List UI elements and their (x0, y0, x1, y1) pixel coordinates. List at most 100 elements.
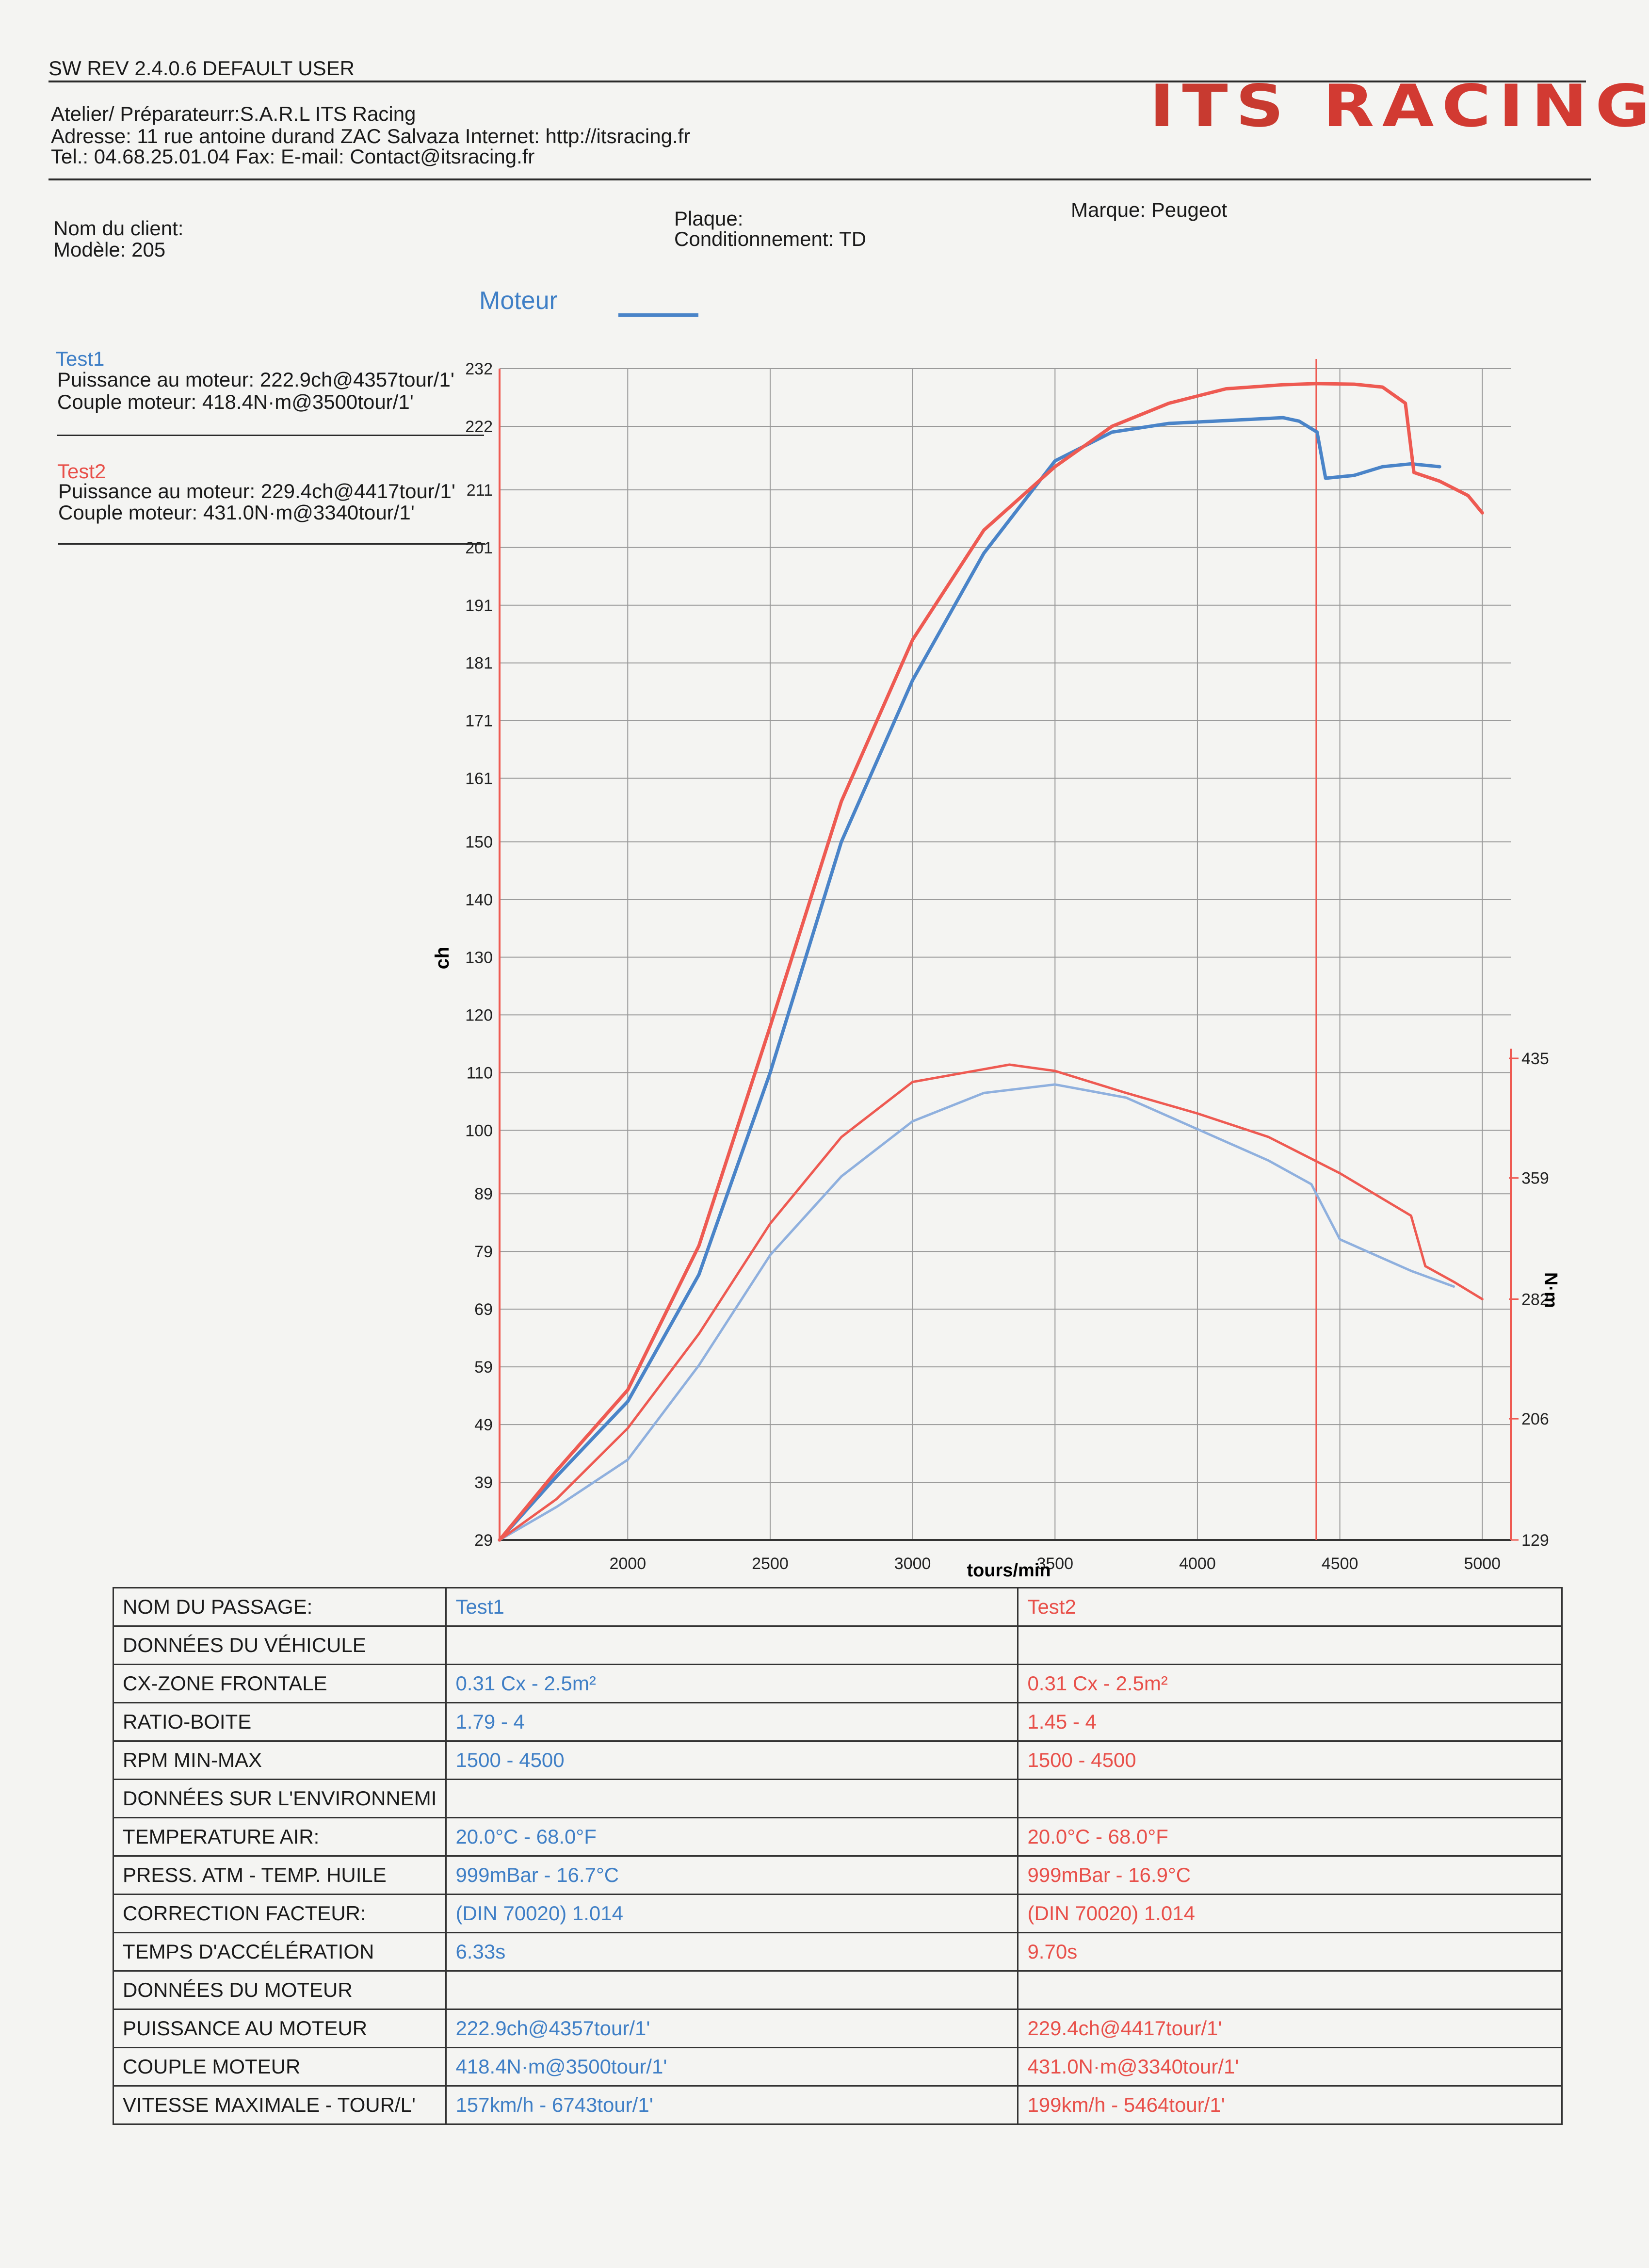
y2-tick-label: 435 (1521, 1050, 1549, 1068)
y2-axis-label: N·m (1540, 1272, 1561, 1308)
test1-value: 0.31 Cx - 2.5m² (445, 1664, 1019, 1703)
table-row: DONNÉES SUR L'ENVIRONNEMI (112, 1779, 1563, 1818)
y-tick-label: 59 (474, 1358, 493, 1377)
legend-test2-power: Puissance au moteur: 229.4ch@4417tour/1' (58, 480, 455, 502)
dyno-chart: 29 39 49 59 69 79 89 100 110 120 130 140 150 161 171 18… (432, 359, 1561, 1581)
chart-grid (500, 368, 1511, 1540)
x-tick-label: 3000 (894, 1555, 931, 1573)
y-tick-label: 150 (465, 833, 493, 852)
y2-tick-label: 206 (1521, 1410, 1549, 1428)
y-tick-label: 201 (465, 539, 493, 557)
series-test2-power-line (498, 382, 1484, 1542)
x-tick-label: 5000 (1464, 1555, 1501, 1573)
y-tick-label: 140 (465, 891, 493, 909)
logo-its: ITS (1149, 73, 1292, 140)
y2-tick-label: 282 (1521, 1291, 1549, 1309)
y-tick-label: 191 (465, 597, 493, 615)
row-label: DONNÉES SUR L'ENVIRONNEMI (112, 1779, 447, 1818)
header-divider-bottom (48, 178, 1591, 180)
x-tick-label: 4000 (1179, 1555, 1216, 1573)
row-label: RATIO-BOITE (112, 1702, 447, 1742)
y-tick-label: 171 (465, 712, 493, 730)
row-label: TEMPS D'ACCÉLÉRATION (112, 1932, 447, 1972)
model-label: Modèle: 205 (53, 238, 166, 261)
row-label: DONNÉES DU MOTEUR (112, 1970, 447, 2010)
row-label: CX-ZONE FRONTALE (112, 1664, 447, 1703)
x-axis-label: tours/min (967, 1560, 1051, 1581)
contact-line: Tel.: 04.68.25.01.04 Fax: E-mail: Contac… (51, 145, 535, 168)
table-row: DONNÉES DU VÉHICULE (112, 1625, 1563, 1665)
table-row: TEMPS D'ACCÉLÉRATION 6.33s 9.70s (112, 1932, 1563, 1972)
table-row: VITESSE MAXIMALE - TOUR/L' 157km/h - 6743… (112, 2085, 1563, 2125)
conditioning-label: Conditionnement: TD (674, 227, 867, 250)
y-tick-label: 120 (465, 1006, 493, 1024)
test1-value: Test1 (445, 1587, 1019, 1627)
row-label: RPM MIN-MAX (112, 1740, 447, 1780)
legend-test2-torque: Couple moteur: 431.0N·m@3340tour/1' (58, 501, 415, 524)
chart-tick-labels: 29 39 49 59 69 79 89 100 110 120 130 140 150 161 171 18… (465, 360, 1549, 1573)
test2-value: Test2 (1017, 1587, 1563, 1627)
brand-label: Marque: Peugeot (1071, 198, 1228, 221)
logo-racing: RACING (1323, 73, 1649, 140)
test1-value: 222.9ch@4357tour/1' (445, 2009, 1019, 2048)
test2-value: 431.0N·m@3340tour/1' (1017, 2047, 1563, 2087)
y-axis-label: ch (432, 947, 453, 970)
x-tick-label: 3500 (1036, 1555, 1073, 1573)
y-tick-label: 181 (465, 654, 493, 673)
test2-value: 0.31 Cx - 2.5m² (1017, 1664, 1563, 1703)
legend-test2-name: Test2 (57, 460, 106, 483)
test2-value: 199km/h - 5464tour/1' (1017, 2085, 1563, 2125)
row-label: NOM DU PASSAGE: (112, 1587, 447, 1627)
test2-value (1017, 1779, 1563, 1818)
plate-label: Plaque: (674, 207, 744, 230)
test1-value: 999mBar - 16.7°C (445, 1855, 1019, 1895)
legend-test1-divider (57, 435, 484, 436)
x-tick-label: 2000 (609, 1555, 646, 1573)
table-row: RPM MIN-MAX 1500 - 4500 1500 - 4500 (112, 1740, 1563, 1780)
test1-value: 6.33s (445, 1932, 1019, 1972)
table-row: TEMPERATURE AIR: 20.0°C - 68.0°F 20.0°C - … (112, 1817, 1563, 1857)
y-tick-label: 89 (474, 1185, 493, 1203)
y-tick-label: 29 (474, 1531, 493, 1550)
test1-value: 1500 - 4500 (445, 1740, 1019, 1780)
y-tick-label: 79 (474, 1243, 493, 1261)
row-label: VITESSE MAXIMALE - TOUR/L' (112, 2085, 447, 2125)
test2-value: 1500 - 4500 (1017, 1740, 1563, 1780)
row-label: PRESS. ATM - TEMP. HUILE (112, 1855, 447, 1895)
test2-value: 9.70s (1017, 1932, 1563, 1972)
chart-series (498, 382, 1484, 1542)
row-label: PUISSANCE AU MOTEUR (112, 2009, 447, 2048)
y-tick-label: 100 (465, 1121, 493, 1140)
row-label: TEMPERATURE AIR: (112, 1817, 447, 1857)
test2-value (1017, 1625, 1563, 1665)
y2-tick-label: 359 (1521, 1169, 1549, 1188)
series-test1-power-line (498, 416, 1441, 1542)
legend-moteur: Moteur (479, 287, 558, 315)
test1-value (445, 1779, 1019, 1818)
chart-axes (499, 359, 1519, 1541)
y-tick-label: 39 (474, 1474, 493, 1492)
y-tick-label: 69 (474, 1300, 493, 1319)
test2-value: 20.0°C - 68.0°F (1017, 1817, 1563, 1857)
test1-value: 1.79 - 4 (445, 1702, 1019, 1742)
row-label: COUPLE MOTEUR (112, 2047, 447, 2087)
y-tick-label: 130 (465, 948, 493, 967)
x-tick-label: 2500 (752, 1555, 789, 1573)
test1-value: 418.4N·m@3500tour/1' (445, 2047, 1019, 2087)
table-row: PUISSANCE AU MOTEUR 222.9ch@4357tour/1' 22… (112, 2009, 1563, 2048)
series-test2-torque-line (498, 1063, 1484, 1541)
table-row: CX-ZONE FRONTALE 0.31 Cx - 2.5m² 0.31 Cx -… (112, 1664, 1563, 1703)
y-tick-label: 222 (465, 418, 493, 436)
legend-moteur-swatch (618, 313, 698, 317)
test2-value: 229.4ch@4417tour/1' (1017, 2009, 1563, 2048)
table-row: CORRECTION FACTEUR: (DIN 70020) 1.014 (DIN… (112, 1894, 1563, 1933)
series-test1-torque-line (498, 1083, 1455, 1541)
test1-value (445, 1970, 1019, 2010)
legend-test2-divider (58, 543, 485, 545)
legend-test1-torque: Couple moteur: 418.4N·m@3500tour/1' (57, 390, 414, 413)
atelier-line: Atelier/ Préparateurr:S.A.R.L ITS Racing (51, 102, 416, 125)
y-tick-label: 211 (467, 481, 493, 500)
test1-value: 157km/h - 6743tour/1' (445, 2085, 1019, 2125)
table-row: COUPLE MOTEUR 418.4N·m@3500tour/1' 431.0N·… (112, 2047, 1563, 2087)
y-tick-label: 110 (467, 1064, 493, 1082)
